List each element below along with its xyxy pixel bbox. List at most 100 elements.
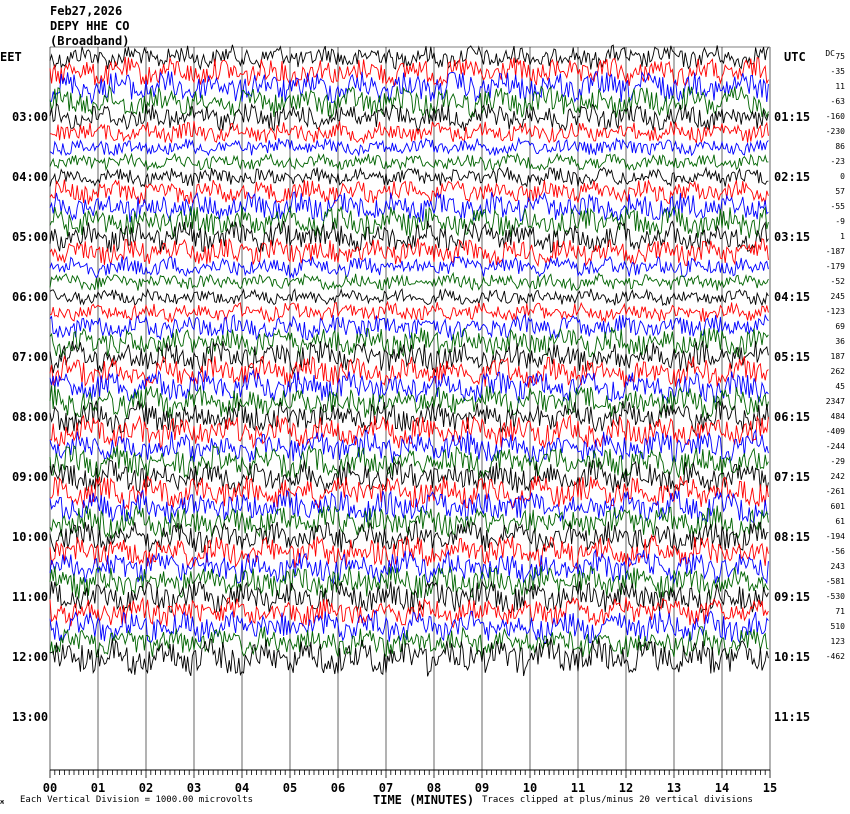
x-axis-title: TIME (MINUTES) [373,793,475,807]
dc-offset-label: 601 [830,502,845,511]
trace-24 [49,400,769,434]
dc-offset-label: -9 [835,217,845,226]
trace-0 [49,44,769,71]
right-time-label: 04:15 [774,290,811,304]
dc-offset-label: -55 [830,202,845,211]
right-time-label: 10:15 [774,650,811,664]
dc-offset-label: 11 [835,82,845,91]
seismic-traces [49,44,769,677]
left-timezone-label: EET [0,50,22,64]
x-tick-label: 12 [619,781,633,795]
right-time-label: 07:15 [774,470,811,484]
x-tick-label: 11 [571,781,585,795]
x-tick-label: 10 [523,781,537,795]
channel-note: (Broadband) [50,34,130,48]
dc-offset-label: -261 [825,487,845,496]
trace-21 [49,355,769,388]
x-tick-label: 05 [283,781,297,795]
dc-offset-label: -123 [825,307,845,316]
trace-10 [49,191,769,223]
right-time-label: 08:15 [774,530,811,544]
trace-37 [49,596,769,629]
dc-offset-label: -187 [825,247,845,256]
dc-offset-label: 242 [830,472,845,481]
trace-30 [49,489,769,524]
left-time-label: 06:00 [12,290,49,304]
trace-35 [49,565,769,601]
dc-offset-label: -462 [825,652,845,661]
trace-28 [49,460,769,494]
clip-note: Traces clipped at plus/minus 20 vertical… [482,795,753,805]
dc-offset-label: 0 [840,172,845,181]
left-time-label: 09:00 [12,470,49,484]
scale-note: Each Vertical Division = 1000.00 microvo… [20,795,253,805]
trace-9 [49,178,769,205]
dc-offset-label: -23 [830,157,845,166]
dc-offset-label: -35 [830,67,845,76]
trace-5 [49,121,769,145]
dc-offset-label: 69 [835,322,845,331]
right-time-label: 02:15 [774,170,811,184]
trace-22 [49,368,769,404]
dc-offset-label: -63 [830,97,845,106]
trace-6 [49,136,769,157]
trace-18 [49,313,769,342]
left-time-label: 05:00 [12,230,49,244]
trace-1 [49,56,769,88]
dc-offset-label: 86 [835,142,845,151]
trace-27 [49,444,769,480]
right-time-label: 05:15 [774,350,811,364]
left-time-label: 04:00 [12,170,49,184]
left-time-label: 12:00 [12,650,49,664]
x-tick-label: 02 [139,781,153,795]
trace-39 [49,626,769,659]
trace-13 [49,237,769,268]
trace-32 [49,520,769,554]
trace-16 [49,287,769,307]
x-tick-label: 03 [187,781,201,795]
dc-offset-label: 75 [835,52,845,61]
trace-3 [49,84,769,119]
dc-offset-label: 61 [835,517,845,526]
trace-40 [49,637,769,677]
trace-17 [49,300,769,324]
trace-7 [49,152,769,172]
dc-offset-label: 45 [835,382,845,391]
x-tick-label: 08 [427,781,441,795]
dc-offset-label: 243 [830,562,845,571]
dc-offset-label: -52 [830,277,845,286]
right-timezone-label: UTC [784,50,806,64]
trace-38 [49,610,769,644]
trace-15 [49,271,769,291]
dc-offset-label: -29 [830,457,845,466]
right-time-label: 03:15 [774,230,811,244]
dc-offset-label: 36 [835,337,845,346]
dc-offset-label: -409 [825,427,845,436]
trace-8 [49,166,769,188]
dc-offset-label: 484 [830,412,845,421]
trace-23 [49,384,769,420]
plot-date: Feb27,2026 [50,4,123,18]
trace-20 [49,340,769,375]
dc-offset-label: -581 [825,577,845,586]
x-tick-label: 13 [667,781,681,795]
x-tick-label: 06 [331,781,345,795]
x-tick-label: 00 [43,781,57,795]
dc-offset-label: -530 [825,592,845,601]
trace-31 [49,504,769,540]
x-tick-label: 04 [235,781,249,795]
dc-label: DC [825,49,835,58]
trace-12 [49,220,769,254]
right-time-label: 09:15 [774,590,811,604]
dc-offset-label: 187 [830,352,845,361]
left-time-label: 08:00 [12,410,49,424]
x-tick-label: 07 [379,781,393,795]
dc-offset-label: 2347 [825,397,845,406]
trace-14 [49,255,769,280]
dc-offset-label: 71 [835,607,845,616]
right-time-label: 01:15 [774,110,811,124]
dc-offset-label: -56 [830,547,845,556]
x-tick-label: 14 [715,781,729,795]
x-tick-label: 09 [475,781,489,795]
